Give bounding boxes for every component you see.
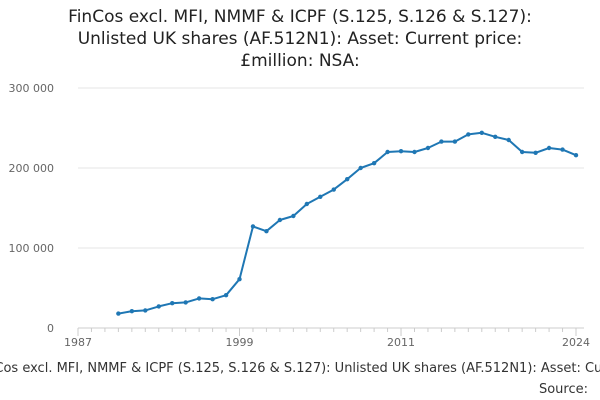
y-tick-label: 100 000 [9,242,55,255]
data-point [344,177,350,182]
data-point [277,217,283,223]
data-point [170,301,175,306]
series-line [118,131,577,315]
y-tick-label: 200 000 [9,162,55,175]
data-point [398,149,404,154]
data-point [533,150,538,155]
data-point [573,153,579,158]
x-tick-label: 2011 [387,336,415,349]
data-point [560,147,565,152]
data-point [466,132,471,137]
data-point [452,139,458,144]
data-point [264,229,269,234]
data-point [116,311,121,316]
data-point [156,304,161,309]
data-point [196,296,202,301]
y-tick-label: 300 000 [9,82,55,95]
y-tick-label: 0 [47,322,54,335]
series-legend-label: FinCos excl. MFI, NMMF & ICPF (S.125, S.… [0,361,600,376]
source-label: Source: [538,382,588,397]
data-point [143,308,148,313]
data-point [493,134,498,139]
chart-title-line-3: £million: NSA: [240,51,360,71]
data-point [412,149,417,155]
chart-title: FinCos excl. MFI, NMMF & ICPF (S.125, S.… [0,6,600,72]
data-point [250,224,256,229]
data-point [546,145,552,151]
data-point [237,277,242,282]
data-point [385,149,390,155]
data-point [223,293,229,298]
data-point [210,297,215,302]
data-point [425,145,431,151]
data-point [358,165,363,171]
data-point [183,300,188,305]
data-point [519,149,525,155]
series-legend: FinCos excl. MFI, NMMF & ICPF (S.125, S.… [0,361,600,376]
data-point [291,213,296,219]
x-tick-label: 1999 [226,336,254,349]
chart-title-line-2: Unlisted UK shares (AF.512N1): Asset: Cu… [77,29,523,49]
data-point [506,137,511,143]
chart-title-line-1: FinCos excl. MFI, NMMF & ICPF (S.125, S.… [68,7,532,27]
data-point [129,309,135,314]
data-point [304,201,310,207]
data-point [318,194,323,199]
data-point [371,161,377,166]
x-tick-label: 2024 [562,336,590,349]
data-point [331,187,336,192]
x-tick-label: 1987 [64,336,92,349]
data-point [439,139,444,144]
data-point [479,130,484,135]
